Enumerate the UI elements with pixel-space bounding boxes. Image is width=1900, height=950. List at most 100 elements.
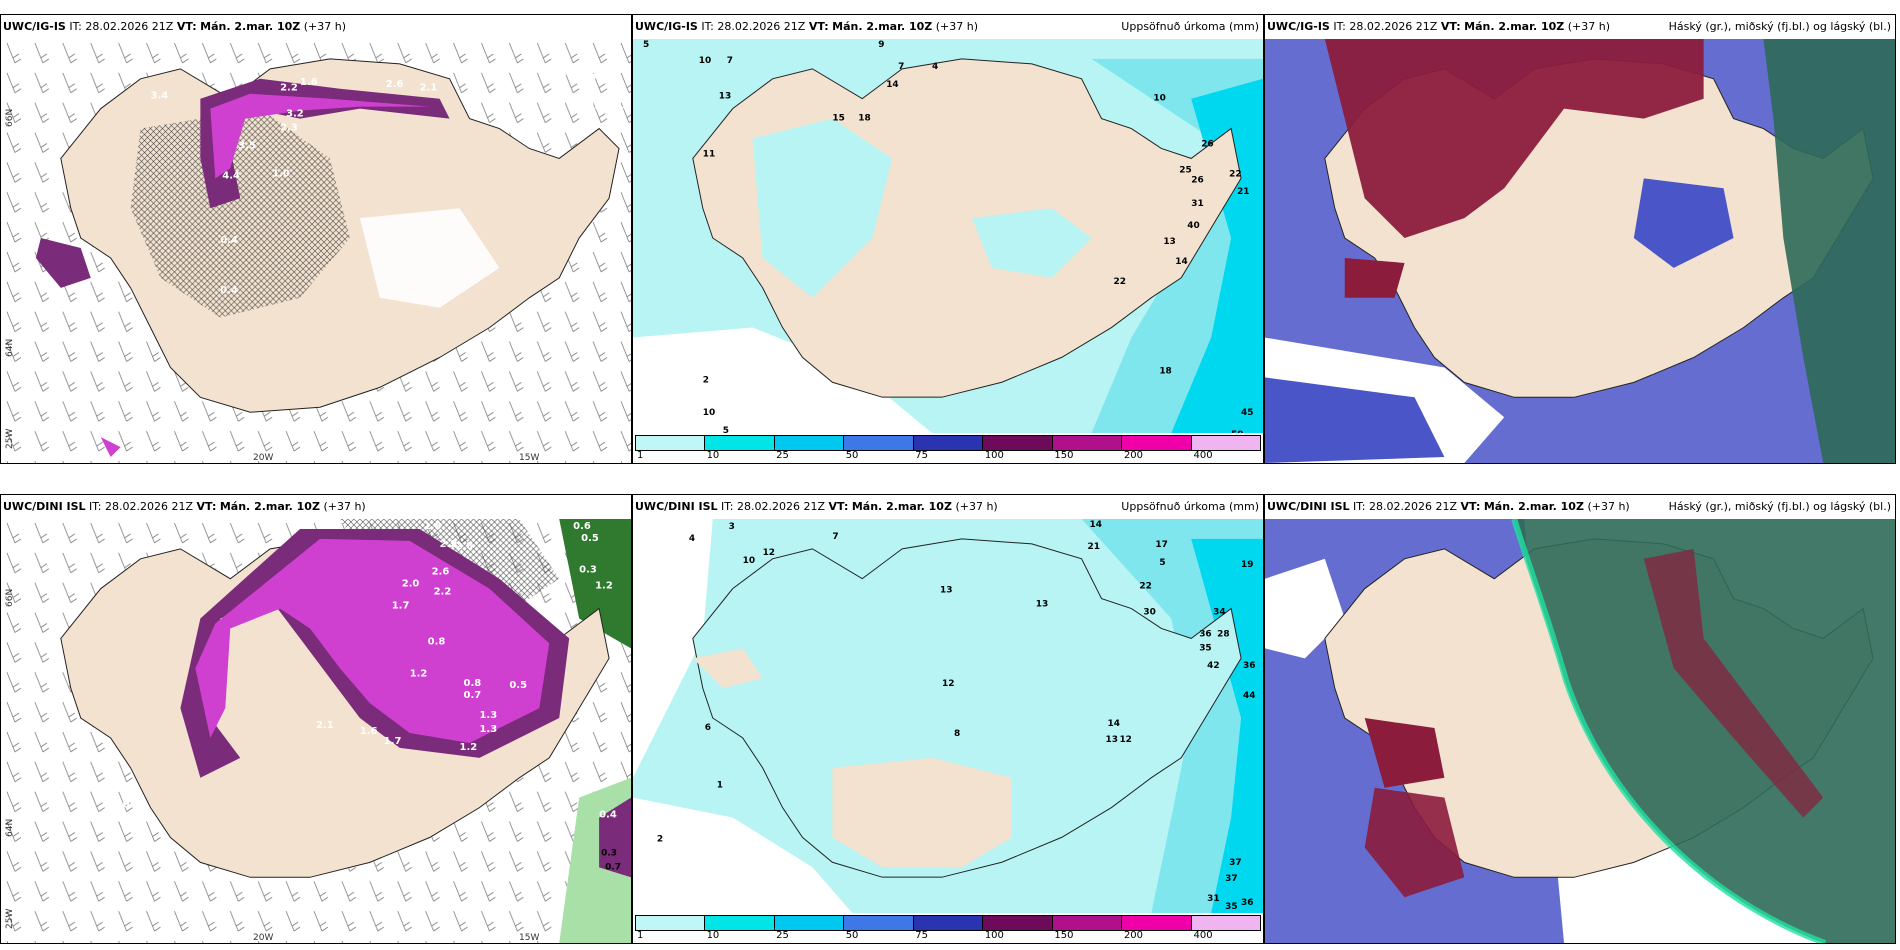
value-label: 3.5	[238, 140, 256, 151]
value-label: 36	[1243, 661, 1255, 671]
legend-swatch	[774, 436, 845, 450]
map-precip-wind: 3.4 2.2 1.6 2.6 2.1 3.2 2.3 3.5 4.4 1.0 …	[1, 39, 631, 463]
value-label: 18	[1159, 366, 1171, 376]
value-label: 1.7	[384, 736, 402, 747]
legend-swatch	[983, 436, 1053, 450]
vt-value: Mán. 2.mar. 10Z	[219, 500, 320, 513]
map-title: Háský (gr.), miðský (fj.bl.) og lágský (…	[1668, 20, 1891, 33]
vt-value: Mán. 2.mar. 10Z	[200, 20, 301, 33]
lat-label: 66N	[5, 108, 15, 127]
value-label: 7	[832, 532, 838, 542]
value-label: 4	[932, 62, 938, 72]
value-label: 13	[940, 586, 952, 596]
value-label: 7	[727, 56, 733, 66]
value-label: 0.6	[123, 800, 141, 811]
it-label: IT:	[89, 500, 102, 513]
value-label: 44	[1243, 691, 1255, 701]
map-title: Uppsöfnuð úrkoma (mm)	[1121, 500, 1259, 513]
it-label: IT:	[701, 20, 714, 33]
value-label: 11	[703, 149, 715, 159]
value-label: 31	[1207, 894, 1219, 904]
value-label: 1.2	[595, 581, 613, 592]
value-label: 37	[1229, 858, 1241, 868]
legend-tick: 25	[776, 450, 789, 461]
map-precip-wind: 1.8 2.2 2.8 0.6 0.5 2.6 2.2 0.3 1.2 1.7 …	[1, 519, 631, 943]
legend-tick: 150	[1054, 930, 1074, 941]
precip-legend: 1 10 25 50 75 100 150 200 400	[633, 913, 1263, 943]
lead-time: (+37 h)	[1567, 20, 1611, 33]
value-label: 14	[1175, 257, 1187, 267]
value-label: 0.3	[611, 101, 629, 112]
value-label: 19	[1241, 560, 1253, 570]
value-label: 13	[1036, 600, 1048, 610]
value-label: 17	[1155, 540, 1167, 550]
legend-tick: 100	[984, 450, 1004, 461]
value-label: 14	[1107, 719, 1119, 729]
legend-tick: 25	[776, 930, 789, 941]
legend-swatch	[1122, 436, 1192, 450]
panel-bottom-right: UWC/DINI ISL IT: 28.02.2026 21Z VT: Mán.…	[1264, 494, 1896, 944]
value-label: 1	[717, 781, 723, 791]
value-label: 26	[1201, 139, 1213, 149]
value-label: 1.7	[392, 601, 410, 612]
value-label: 3.4	[151, 91, 169, 102]
map-accumulated-precip: 5 10 7 9 7 4 13 14 15 18 11 10 26 25 26 …	[633, 39, 1263, 433]
model-name: UWC/DINI ISL	[1267, 500, 1350, 513]
value-label: 59	[1231, 430, 1243, 433]
value-label: 5	[1159, 558, 1165, 568]
value-label: 4	[689, 534, 695, 544]
precip-values: 1.8 2.2 2.8 0.6 0.5 2.6 2.2 0.3 1.2 1.7 …	[113, 521, 621, 872]
legend-swatch	[844, 916, 914, 930]
legend-swatch	[774, 916, 845, 930]
value-label: 22	[1229, 169, 1241, 179]
panel-header: UWC/IG-IS IT: 28.02.2026 21Z VT: Mán. 2.…	[1265, 15, 1895, 39]
value-label: 2.8	[456, 541, 474, 552]
vt-value: Mán. 2.mar. 10Z	[832, 20, 933, 33]
legend-tick: 200	[1123, 930, 1144, 941]
legend-swatch	[913, 916, 984, 930]
lead-time: (+37 h)	[935, 20, 979, 33]
vt-value: Mán. 2.mar. 10Z	[1483, 500, 1584, 513]
value-label: 36	[1241, 898, 1253, 908]
value-label: 0.4	[220, 235, 238, 246]
legend-tick: 50	[845, 930, 859, 941]
value-label: 5	[723, 426, 729, 433]
value-label: 40	[1187, 221, 1199, 231]
legend-colorbar	[635, 435, 1261, 451]
panel-header: UWC/IG-IS IT: 28.02.2026 21Z VT: Mán. 2.…	[633, 15, 1263, 39]
panel-bottom-left: UWC/DINI ISL IT: 28.02.2026 21Z VT: Mán.…	[0, 494, 632, 944]
value-label: 0.8	[428, 636, 446, 647]
lat-label: 64N	[5, 818, 15, 837]
legend-swatch	[1052, 436, 1123, 450]
value-label: 1.0	[272, 168, 290, 179]
lon-label: 20W	[253, 933, 274, 943]
value-label: 5	[643, 40, 649, 50]
legend-tick: 10	[706, 450, 720, 461]
lead-time: (+37 h)	[303, 20, 347, 33]
lead-time: (+37 h)	[323, 500, 366, 513]
precip-values: 5 10 7 9 7 4 13 14 15 18 11 10 26 25 26 …	[643, 40, 1254, 433]
value-label: 15	[832, 114, 844, 124]
panel-header: UWC/DINI ISL IT: 28.02.2026 21Z VT: Mán.…	[633, 495, 1263, 519]
value-label: 1.3	[479, 724, 497, 735]
it-value: 28.02.2026 21Z	[737, 500, 826, 513]
value-label: 0.8	[464, 678, 482, 689]
value-label: 4.4	[222, 170, 240, 181]
value-label: 2	[703, 375, 709, 385]
lat-label: 25W	[5, 428, 15, 449]
precip-values: 4 3 7 14 21 17 12 10 19 5 22 30 34 36 28…	[657, 520, 1256, 912]
legend-colorbar	[635, 915, 1261, 931]
value-label: 13	[1163, 237, 1175, 247]
legend-swatch	[705, 916, 775, 930]
map-title: Uppsöfnuð úrkoma (mm)	[1121, 20, 1259, 33]
value-label: 0.3	[579, 565, 597, 576]
precip-values: 3.4 2.2 1.6 2.6 2.1 3.2 2.3 3.5 4.4 1.0 …	[151, 71, 629, 296]
value-label: 21	[1237, 187, 1249, 197]
model-name: UWC/DINI ISL	[635, 500, 718, 513]
value-label: 2.2	[280, 83, 298, 94]
legend-tick: 400	[1193, 930, 1213, 941]
legend-tick: 100	[984, 930, 1004, 941]
vt-label: VT:	[808, 20, 829, 33]
legend-tick: 400	[1193, 450, 1213, 461]
it-value: 28.02.2026 21Z	[105, 500, 194, 513]
